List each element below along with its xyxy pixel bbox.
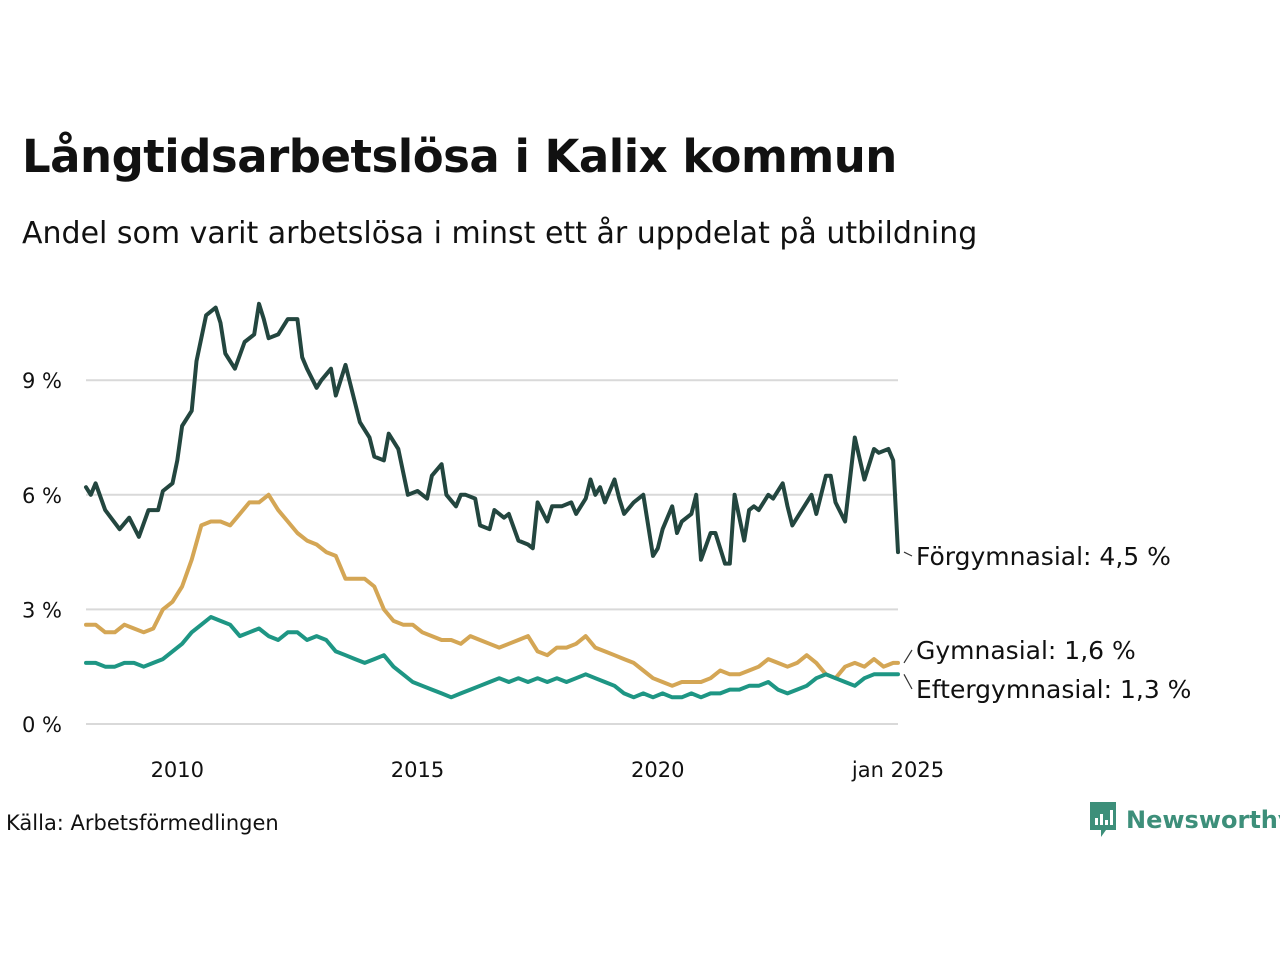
series-label-förgymnasial: Förgymnasial: 4,5 % <box>916 542 1171 571</box>
y-tick-label: 3 % <box>22 598 62 622</box>
series-end-labels: Förgymnasial: 4,5 % Gymnasial: 1,6 % Efter… <box>903 542 1191 704</box>
source-note: Källa: Arbetsförmedlingen <box>6 811 279 835</box>
y-tick-label: 9 % <box>22 369 62 393</box>
newsworthy-icon <box>1090 802 1116 837</box>
y-tick-label: 0 % <box>22 713 62 737</box>
label-leader-line <box>903 649 913 664</box>
x-tick-label: jan 2025 <box>851 758 944 782</box>
x-tick-label: 2010 <box>151 758 204 782</box>
series-line-förgymnasial <box>84 301 900 566</box>
y-axis-labels: 0 % 3 % 6 % 9 % <box>22 369 62 737</box>
series-line-gymnasial <box>84 492 900 688</box>
label-leader-line <box>903 551 913 557</box>
gridlines <box>86 379 898 725</box>
x-axis-labels: 2010 2015 2020 jan 2025 <box>151 758 945 782</box>
brand-name: Newsworthy <box>1126 806 1280 834</box>
series-label-eftergymnasial: Eftergymnasial: 1,3 % <box>916 675 1191 704</box>
chart-title: Långtidsarbetslösa i Kalix kommun <box>22 130 897 183</box>
x-tick-label: 2015 <box>391 758 444 782</box>
label-leader-line <box>903 674 913 690</box>
series-label-gymnasial: Gymnasial: 1,6 % <box>916 636 1136 665</box>
chart-subtitle: Andel som varit arbetslösa i minst ett å… <box>22 216 978 251</box>
y-tick-label: 6 % <box>22 484 62 508</box>
brand-logo: Newsworthy <box>1088 800 1280 840</box>
series-line-eftergymnasial <box>84 615 900 700</box>
series-lines <box>84 301 900 700</box>
x-tick-label: 2020 <box>631 758 684 782</box>
